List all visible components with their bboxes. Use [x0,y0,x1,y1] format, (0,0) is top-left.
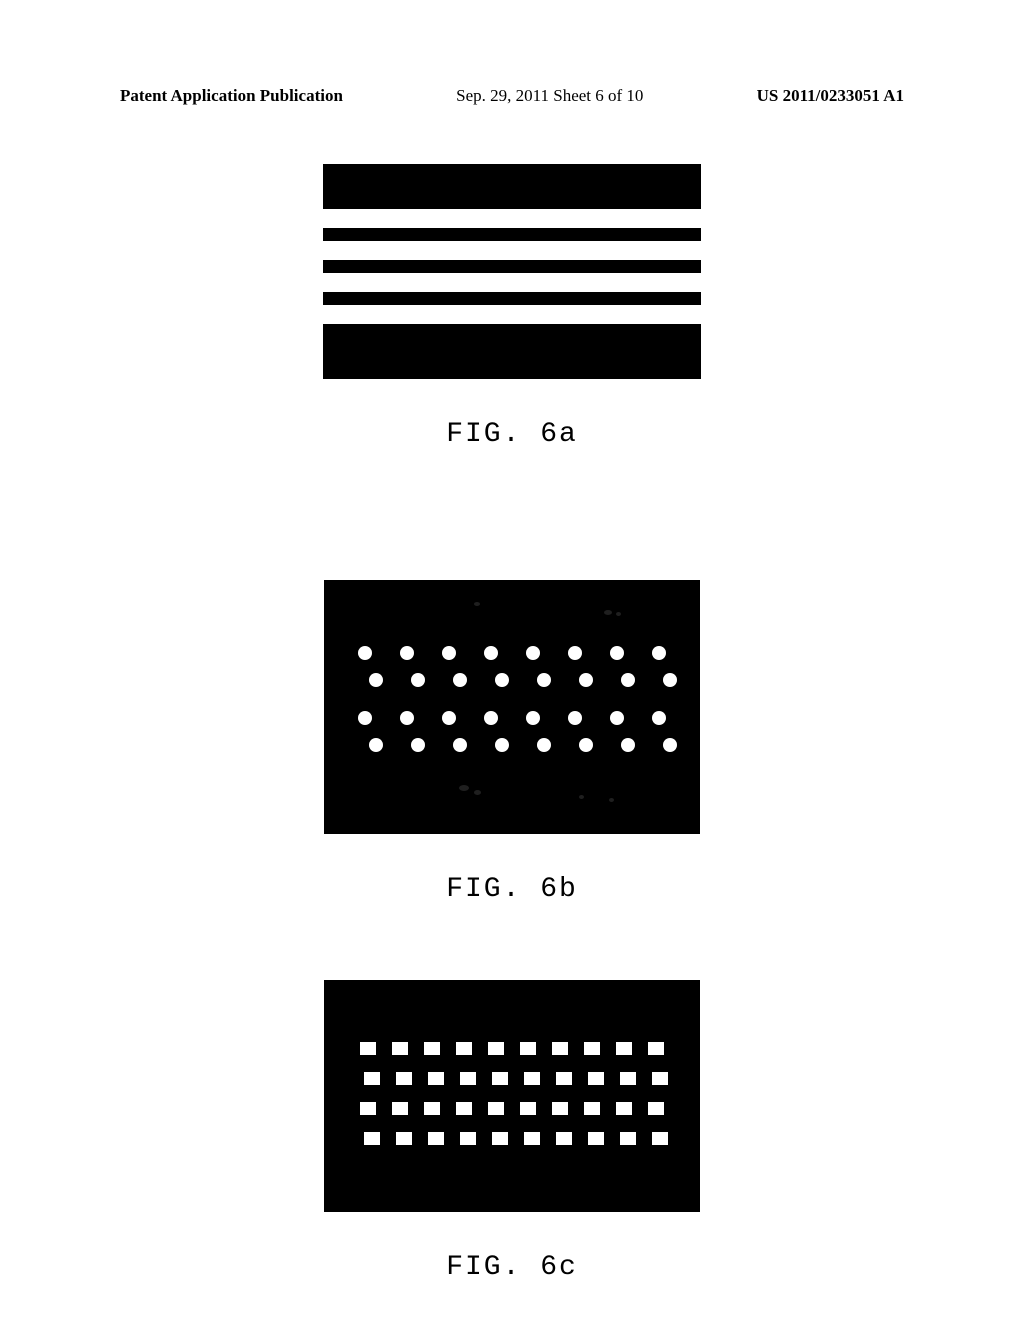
dot-icon [369,673,383,687]
square-icon [620,1132,636,1145]
figure-6c-row [324,1132,700,1145]
square-icon [556,1132,572,1145]
figure-6c-row [324,1102,700,1115]
figure-6b-canvas [324,580,700,834]
square-icon [520,1042,536,1055]
dot-icon [442,646,456,660]
figure-6b-caption: FIG. 6b [446,874,578,905]
figure-6c-canvas [324,980,700,1212]
dot-icon [453,738,467,752]
figure-6c-row [324,1042,700,1055]
dot-icon [411,673,425,687]
dot-icon [610,711,624,725]
square-icon [428,1072,444,1085]
dot-icon [652,646,666,660]
figure-6a-bar [323,164,701,209]
square-icon [524,1072,540,1085]
figure-6a-bar [323,324,701,379]
square-icon [588,1072,604,1085]
square-icon [584,1042,600,1055]
figure-6b-row [324,738,700,752]
dot-icon [369,738,383,752]
square-icon [364,1132,380,1145]
header-date-sheet: Sep. 29, 2011 Sheet 6 of 10 [456,86,643,106]
square-icon [396,1072,412,1085]
square-icon [652,1132,668,1145]
dot-icon [526,711,540,725]
dot-icon [484,711,498,725]
dot-icon [400,646,414,660]
square-icon [488,1042,504,1055]
figure-6a-bar [323,228,701,241]
square-icon [588,1132,604,1145]
square-icon [620,1072,636,1085]
square-icon [456,1102,472,1115]
dot-icon [537,738,551,752]
dot-icon [621,738,635,752]
figure-6a-bar [323,292,701,305]
figure-6b: FIG. 6b [324,580,700,905]
square-icon [396,1132,412,1145]
figure-6c-caption: FIG. 6c [446,1252,578,1283]
dot-icon [495,673,509,687]
dot-icon [663,738,677,752]
dot-icon [579,673,593,687]
square-icon [616,1042,632,1055]
figure-6c-row [324,1072,700,1085]
square-icon [616,1102,632,1115]
dot-icon [621,673,635,687]
square-icon [364,1072,380,1085]
square-icon [552,1102,568,1115]
square-icon [648,1042,664,1055]
square-icon [552,1042,568,1055]
figure-6a: FIG. 6a [323,164,701,450]
header-pub-number: US 2011/0233051 A1 [757,86,904,106]
square-icon [460,1072,476,1085]
square-icon [520,1102,536,1115]
dot-icon [568,711,582,725]
square-icon [460,1132,476,1145]
page-header: Patent Application Publication Sep. 29, … [120,86,904,106]
square-icon [648,1102,664,1115]
dot-icon [453,673,467,687]
dot-icon [411,738,425,752]
figure-6a-caption: FIG. 6a [446,419,578,450]
figure-6b-row [324,673,700,687]
square-icon [492,1072,508,1085]
square-icon [556,1072,572,1085]
dot-icon [400,711,414,725]
dot-icon [663,673,677,687]
square-icon [424,1042,440,1055]
square-icon [584,1102,600,1115]
square-icon [392,1102,408,1115]
square-icon [524,1132,540,1145]
dot-icon [568,646,582,660]
dot-icon [442,711,456,725]
dot-icon [537,673,551,687]
header-publication: Patent Application Publication [120,86,343,106]
dot-icon [652,711,666,725]
dot-icon [526,646,540,660]
figure-6c: FIG. 6c [324,980,700,1283]
figure-6b-row [324,711,700,725]
dot-icon [358,711,372,725]
figure-6a-canvas [323,164,701,379]
dot-icon [579,738,593,752]
square-icon [456,1042,472,1055]
square-icon [392,1042,408,1055]
square-icon [424,1102,440,1115]
square-icon [360,1042,376,1055]
square-icon [488,1102,504,1115]
figure-6b-row [324,646,700,660]
dot-icon [610,646,624,660]
dot-icon [358,646,372,660]
square-icon [360,1102,376,1115]
square-icon [428,1132,444,1145]
dot-icon [495,738,509,752]
square-icon [652,1072,668,1085]
dot-icon [484,646,498,660]
figure-6a-bar [323,260,701,273]
square-icon [492,1132,508,1145]
